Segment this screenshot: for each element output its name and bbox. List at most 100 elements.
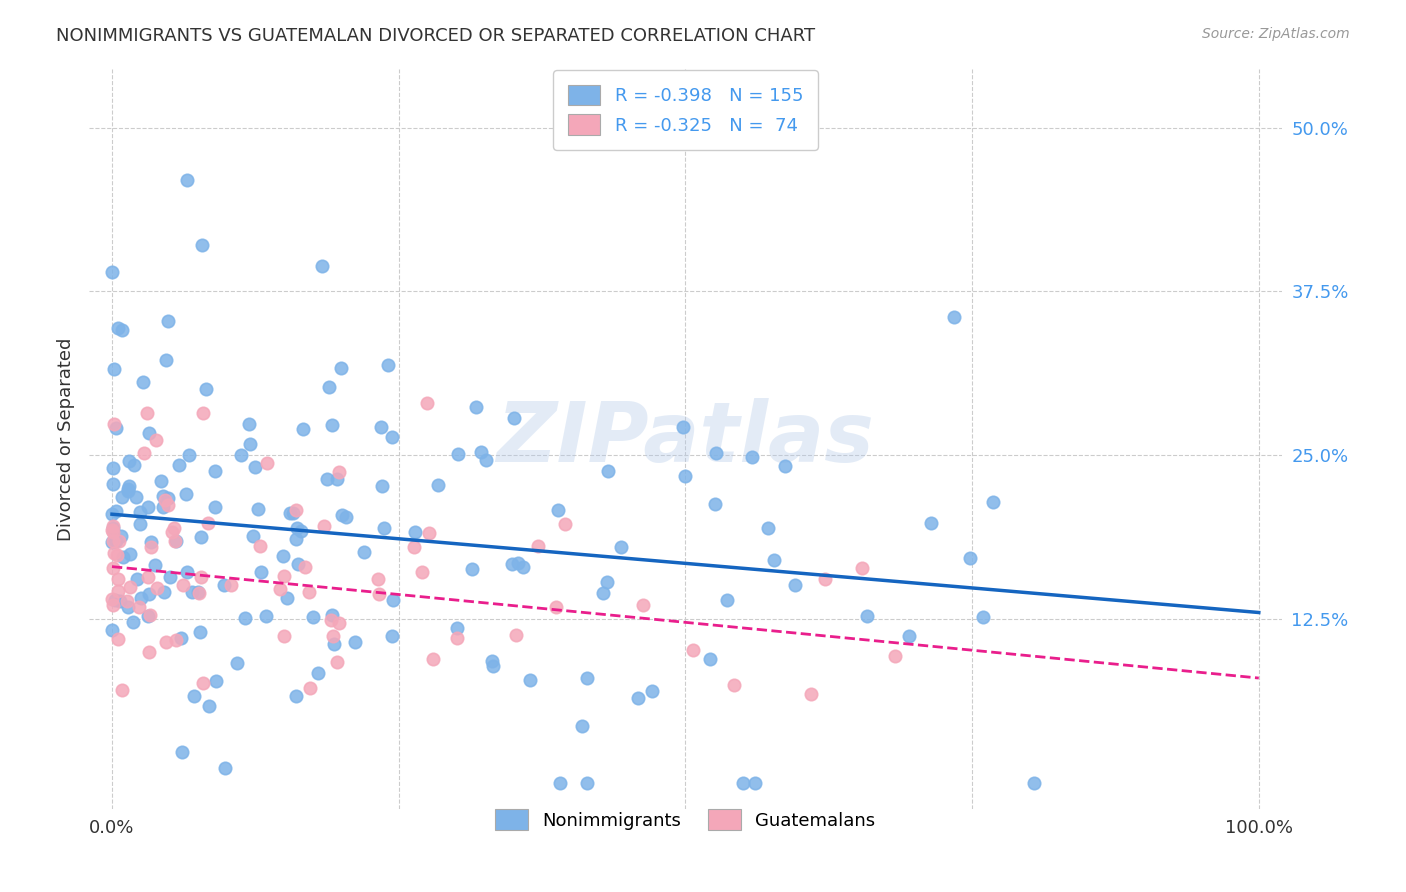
Guatemalans <box>145 581 167 595</box>
Nonimmigrants <box>122 458 145 472</box>
Guatemalans <box>103 561 125 575</box>
Text: NONIMMIGRANTS VS GUATEMALAN DIVORCED OR SEPARATED CORRELATION CHART: NONIMMIGRANTS VS GUATEMALAN DIVORCED OR … <box>56 27 815 45</box>
Guatemalans <box>193 407 215 421</box>
Guatemalans <box>312 519 335 533</box>
Nonimmigrants <box>427 478 450 492</box>
Nonimmigrants <box>271 549 294 563</box>
Guatemalans <box>851 561 873 575</box>
Nonimmigrants <box>136 500 159 515</box>
Guatemalans <box>294 560 316 574</box>
Guatemalans <box>115 594 138 608</box>
Nonimmigrants <box>972 610 994 624</box>
Guatemalans <box>554 517 576 532</box>
Guatemalans <box>273 629 295 643</box>
Nonimmigrants <box>204 464 226 478</box>
Nonimmigrants <box>117 483 139 498</box>
Nonimmigrants <box>125 490 148 504</box>
Nonimmigrants <box>117 483 139 497</box>
Nonimmigrants <box>512 559 534 574</box>
Guatemalans <box>103 598 125 612</box>
Nonimmigrants <box>703 497 725 511</box>
Nonimmigrants <box>101 534 124 549</box>
Nonimmigrants <box>188 625 211 640</box>
Nonimmigrants <box>136 608 159 623</box>
Nonimmigrants <box>783 578 806 592</box>
Nonimmigrants <box>321 417 343 432</box>
Guatemalans <box>299 681 322 696</box>
Nonimmigrants <box>177 448 200 462</box>
Nonimmigrants <box>152 500 174 514</box>
Nonimmigrants <box>239 437 262 451</box>
Nonimmigrants <box>595 574 617 589</box>
Nonimmigrants <box>104 533 127 548</box>
Guatemalans <box>103 546 125 560</box>
Guatemalans <box>368 587 391 601</box>
Y-axis label: Divorced or Separated: Divorced or Separated <box>58 337 75 541</box>
Nonimmigrants <box>155 353 177 368</box>
Nonimmigrants <box>174 487 197 501</box>
Nonimmigrants <box>592 586 614 600</box>
Guatemalans <box>172 578 194 592</box>
Nonimmigrants <box>321 608 343 623</box>
Nonimmigrants <box>311 259 333 273</box>
Nonimmigrants <box>744 776 766 790</box>
Nonimmigrants <box>204 673 226 688</box>
Nonimmigrants <box>183 690 205 704</box>
Nonimmigrants <box>716 593 738 607</box>
Guatemalans <box>101 533 124 548</box>
Nonimmigrants <box>110 593 132 607</box>
Guatemalans <box>136 570 159 584</box>
Nonimmigrants <box>187 585 209 599</box>
Nonimmigrants <box>110 529 132 543</box>
Nonimmigrants <box>121 615 143 629</box>
Guatemalans <box>138 645 160 659</box>
Nonimmigrants <box>225 657 247 671</box>
Guatemalans <box>402 540 425 554</box>
Nonimmigrants <box>246 501 269 516</box>
Nonimmigrants <box>1022 776 1045 790</box>
Nonimmigrants <box>758 521 780 535</box>
Nonimmigrants <box>229 448 252 462</box>
Nonimmigrants <box>330 361 353 376</box>
Nonimmigrants <box>322 637 344 651</box>
Guatemalans <box>285 503 308 517</box>
Nonimmigrants <box>118 478 141 492</box>
Guatemalans <box>155 634 177 648</box>
Guatemalans <box>107 572 129 586</box>
Nonimmigrants <box>138 587 160 601</box>
Nonimmigrants <box>898 629 921 643</box>
Nonimmigrants <box>166 534 188 549</box>
Guatemalans <box>107 584 129 599</box>
Nonimmigrants <box>741 450 763 464</box>
Nonimmigrants <box>128 516 150 531</box>
Nonimmigrants <box>101 461 124 475</box>
Nonimmigrants <box>243 459 266 474</box>
Nonimmigrants <box>307 665 329 680</box>
Guatemalans <box>105 549 128 563</box>
Nonimmigrants <box>353 545 375 559</box>
Guatemalans <box>633 599 655 613</box>
Nonimmigrants <box>118 454 141 468</box>
Nonimmigrants <box>318 380 340 394</box>
Guatemalans <box>411 566 433 580</box>
Nonimmigrants <box>181 585 204 599</box>
Nonimmigrants <box>576 672 599 686</box>
Nonimmigrants <box>129 505 152 519</box>
Nonimmigrants <box>107 320 129 334</box>
Nonimmigrants <box>699 652 721 666</box>
Guatemalans <box>418 525 440 540</box>
Nonimmigrants <box>290 524 312 538</box>
Nonimmigrants <box>330 508 353 522</box>
Nonimmigrants <box>212 578 235 592</box>
Nonimmigrants <box>110 323 132 337</box>
Nonimmigrants <box>446 621 468 635</box>
Guatemalans <box>416 396 439 410</box>
Guatemalans <box>319 613 342 627</box>
Nonimmigrants <box>335 510 357 524</box>
Guatemalans <box>153 493 176 508</box>
Nonimmigrants <box>326 471 349 485</box>
Nonimmigrants <box>176 173 198 187</box>
Nonimmigrants <box>302 610 325 624</box>
Guatemalans <box>101 525 124 540</box>
Nonimmigrants <box>461 562 484 576</box>
